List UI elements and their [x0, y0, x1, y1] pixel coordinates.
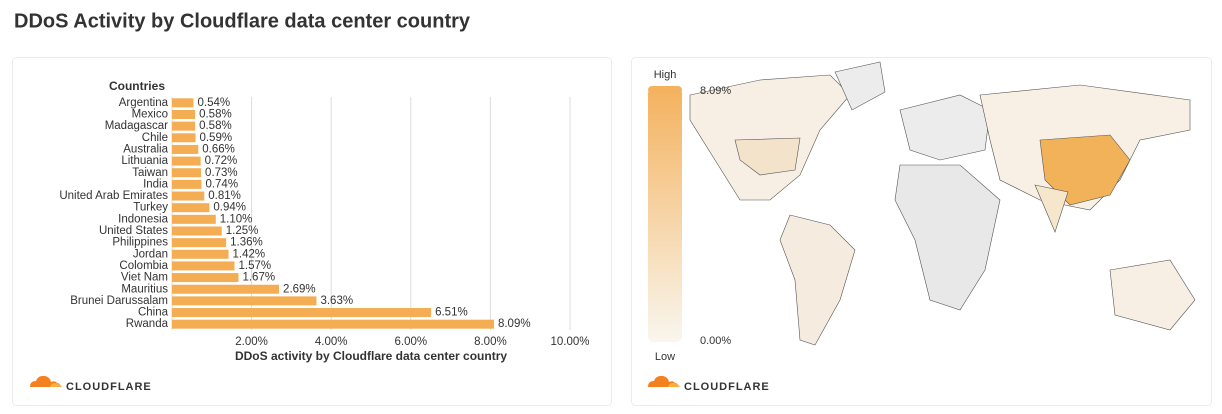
logo: CLOUDFLARE [648, 375, 770, 393]
bar [172, 98, 194, 108]
map-legend: High 8.09% 0.00% Low [648, 69, 731, 363]
x-tick-label: 10.00% [550, 336, 589, 348]
logo-text: CLOUDFLARE [684, 381, 770, 393]
value-label: 1.36% [230, 237, 263, 249]
bar [172, 238, 227, 248]
x-tick-label: 8.00% [474, 336, 507, 348]
y-tick-label: Lithuania [121, 155, 168, 167]
bar [172, 226, 222, 236]
y-tick-label: Taiwan [132, 167, 168, 179]
value-label: 3.63% [320, 295, 353, 307]
logo-text: CLOUDFLARE [66, 381, 152, 393]
value-label: 1.67% [242, 272, 275, 284]
bar [172, 179, 202, 189]
value-label: 6.51% [435, 307, 468, 319]
y-axis-title: Countries [109, 79, 165, 93]
y-tick-label: Australia [123, 143, 168, 155]
bar [172, 121, 196, 131]
legend-high: High [654, 69, 677, 81]
x-axis-title: DDoS activity by Cloudflare data center … [235, 349, 507, 363]
value-label: 0.59% [199, 132, 232, 144]
africa [894, 164, 1001, 311]
value-label: 0.58% [199, 109, 232, 121]
bar [172, 249, 229, 259]
bar [172, 273, 239, 283]
map [689, 61, 1196, 346]
y-tick-label: Jordan [133, 248, 168, 260]
y-tick-label: India [143, 178, 169, 190]
bar [172, 296, 317, 306]
y-tick-label: Turkey [133, 202, 168, 214]
value-label: 1.42% [233, 248, 266, 260]
value-label: 1.10% [220, 213, 253, 225]
x-tick-label: 6.00% [394, 336, 427, 348]
united-states [734, 137, 801, 176]
legend-gradient [648, 88, 682, 342]
y-tick-label: Indonesia [118, 213, 168, 225]
logo: CLOUDFLARE [30, 375, 152, 393]
bar [172, 214, 216, 224]
value-label: 0.54% [197, 97, 230, 109]
value-label: 0.73% [205, 167, 238, 179]
value-label: 0.74% [205, 178, 238, 190]
bar [172, 133, 196, 143]
legend-max-label: 8.09% [700, 85, 731, 97]
page-title: DDoS Activity by Cloudflare data center … [14, 10, 471, 32]
y-tick-label: Colombia [119, 260, 168, 272]
bar [172, 144, 199, 154]
bar-chart: Countries DDoS activity by Cloudflare da… [59, 79, 589, 363]
legend-min-label: 0.00% [700, 335, 731, 347]
india [1034, 184, 1069, 233]
value-label: 0.72% [205, 155, 238, 167]
china [1039, 134, 1131, 206]
value-label: 0.81% [208, 190, 241, 202]
europe [899, 94, 991, 161]
south-america [779, 214, 856, 346]
y-tick-label: China [138, 307, 169, 319]
y-tick-label: Viet Nam [121, 272, 168, 284]
value-label: 0.58% [199, 120, 232, 132]
legend-low: Low [655, 351, 675, 363]
australia [1109, 259, 1196, 331]
y-tick-label: Mexico [132, 109, 168, 121]
bar [172, 261, 235, 271]
value-label: 2.69% [283, 283, 316, 295]
x-tick-label: 4.00% [315, 336, 348, 348]
north-america [689, 74, 851, 201]
y-tick-label: Madagascar [105, 120, 168, 132]
y-tick-label: Rwanda [126, 318, 169, 330]
bar [172, 308, 432, 318]
bar [172, 168, 202, 178]
value-label: 1.25% [226, 225, 259, 237]
value-label: 0.66% [202, 143, 235, 155]
legend-max-marker [648, 86, 682, 94]
greenland [834, 61, 886, 111]
y-tick-label: Brunei Darussalam [70, 295, 168, 307]
bar [172, 109, 196, 119]
bar [172, 284, 280, 294]
bar [172, 191, 205, 201]
bar [172, 156, 201, 166]
y-tick-label: Argentina [119, 97, 169, 109]
value-label: 1.57% [238, 260, 271, 272]
x-tick-label: 2.00% [235, 336, 268, 348]
value-label: 8.09% [498, 318, 531, 330]
y-tick-label: United States [99, 225, 168, 237]
y-tick-label: Mauritius [121, 283, 168, 295]
bar [172, 319, 494, 329]
y-tick-label: Philippines [112, 237, 168, 249]
y-tick-label: Chile [142, 132, 168, 144]
chart-panel [12, 57, 612, 406]
value-label: 0.94% [213, 202, 246, 214]
y-tick-label: United Arab Emirates [59, 190, 168, 202]
bar [172, 203, 210, 213]
